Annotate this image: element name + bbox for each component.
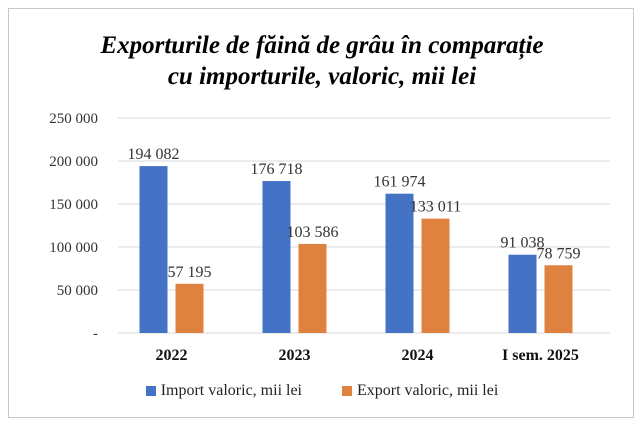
y-tick-label: 50 000 [57, 283, 98, 299]
legend-label-import: Import valoric, mii lei [160, 382, 302, 399]
bar-import [262, 181, 291, 333]
legend-swatch-import [145, 386, 156, 396]
y-tick-label: - [93, 326, 98, 342]
bar-import [385, 193, 414, 333]
y-tick-label: 200 000 [49, 154, 98, 170]
data-label: 57 195 [168, 264, 212, 281]
x-tick-label: 2023 [279, 347, 311, 364]
legend-item-export: Export valoric, mii lei [342, 382, 498, 400]
legend-swatch-export [342, 386, 352, 396]
data-label: 103 586 [287, 224, 339, 241]
data-label: 194 082 [128, 146, 180, 163]
bar-export [544, 265, 573, 333]
x-tick-label: 2024 [402, 347, 434, 364]
bar-export [421, 218, 450, 333]
bar-import [508, 254, 537, 333]
chart-frame [8, 8, 634, 418]
bar-export [175, 283, 204, 333]
y-tick-label: 100 000 [49, 240, 98, 256]
data-label: 91 038 [501, 235, 545, 252]
chart-title-line-2: cu importurile, valoric, mii lei [167, 63, 477, 90]
chart-title: Exporturile de făină de grâu în comparaț… [0, 30, 644, 92]
data-label: 133 011 [410, 199, 461, 216]
legend: Import valoric, mii lei Export valoric, … [0, 382, 644, 400]
data-label: 176 718 [251, 161, 303, 178]
y-tick-label: 150 000 [49, 197, 98, 213]
data-label: 78 759 [537, 245, 581, 262]
bar-export [298, 243, 327, 333]
data-label: 161 974 [374, 174, 426, 191]
bar-import [139, 166, 168, 333]
legend-item-import: Import valoric, mii lei [145, 382, 302, 400]
chart-title-line-1: Exporturile de făină de grâu în comparaț… [100, 32, 544, 59]
x-tick-label: I sem. 2025 [502, 347, 579, 364]
x-tick-label: 2022 [156, 347, 188, 364]
legend-label-export: Export valoric, mii lei [357, 382, 499, 399]
y-tick-label: 250 000 [49, 111, 98, 127]
